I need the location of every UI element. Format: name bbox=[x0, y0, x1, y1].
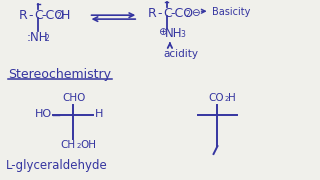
Text: CHO: CHO bbox=[63, 93, 86, 103]
Text: -: - bbox=[28, 9, 33, 22]
Text: L-glyceraldehyde: L-glyceraldehyde bbox=[6, 159, 108, 172]
Text: 2: 2 bbox=[44, 34, 49, 43]
Text: H: H bbox=[228, 93, 236, 103]
Text: :NH: :NH bbox=[26, 31, 48, 44]
Text: CO: CO bbox=[209, 93, 224, 103]
Text: CH: CH bbox=[61, 140, 76, 150]
Text: Stereochemistry: Stereochemistry bbox=[8, 68, 111, 81]
Text: 3: 3 bbox=[181, 30, 186, 39]
Text: ⊕: ⊕ bbox=[158, 27, 167, 37]
Text: H: H bbox=[95, 109, 103, 119]
Text: NH: NH bbox=[165, 27, 182, 40]
Text: -CO: -CO bbox=[170, 7, 193, 20]
Text: R: R bbox=[148, 7, 157, 20]
Text: Basicity: Basicity bbox=[212, 7, 250, 17]
Text: 2: 2 bbox=[77, 143, 81, 149]
Text: -CO: -CO bbox=[41, 9, 64, 22]
Text: 2: 2 bbox=[224, 96, 229, 102]
Text: C: C bbox=[34, 9, 43, 22]
Text: H: H bbox=[61, 9, 70, 22]
Text: OH: OH bbox=[81, 140, 97, 150]
Text: 2: 2 bbox=[186, 10, 190, 19]
Text: 2: 2 bbox=[57, 12, 62, 21]
Text: HO: HO bbox=[35, 109, 52, 119]
Text: C: C bbox=[163, 7, 172, 20]
Text: acidity: acidity bbox=[163, 49, 198, 59]
Text: R: R bbox=[19, 9, 28, 22]
Text: -: - bbox=[157, 7, 162, 20]
Text: ⊖: ⊖ bbox=[191, 8, 199, 18]
